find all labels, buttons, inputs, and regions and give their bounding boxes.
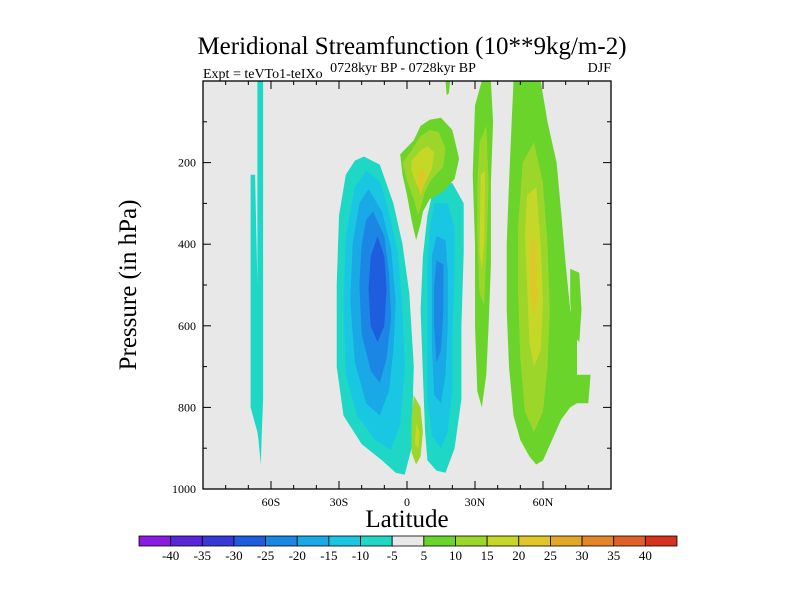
y-tick-label: 400 bbox=[178, 237, 196, 251]
y-tick-label: 600 bbox=[178, 319, 196, 333]
y-tick-label: 200 bbox=[178, 156, 196, 170]
colorbar-swatch bbox=[550, 535, 583, 547]
y-tick-label: 1000 bbox=[172, 482, 196, 496]
colorbar-level-label: -15 bbox=[320, 548, 337, 563]
colorbar-swatch bbox=[170, 535, 203, 547]
contour-top-blip-2 bbox=[445, 81, 451, 96]
colorbar-level-label: 5 bbox=[421, 548, 428, 563]
x-tick-label: 0 bbox=[404, 495, 410, 509]
chart-title: Meridional Streamfunction (10**9kg/m-2) bbox=[197, 33, 626, 60]
experiment-label: Expt = teVTo1-teIXo bbox=[203, 67, 323, 82]
contour-fill-layer bbox=[250, 81, 591, 475]
y-axis-label: Pressure (in hPa) bbox=[115, 200, 142, 371]
colorbar-level-label: 25 bbox=[544, 548, 557, 563]
colorbar-level-label: -25 bbox=[257, 548, 274, 563]
contour-sh-eq-small-pos-core bbox=[414, 423, 420, 449]
contour-band-sh-high-lat bbox=[250, 81, 264, 465]
season-label: DJF bbox=[588, 61, 612, 76]
colorbar-swatch bbox=[423, 535, 456, 547]
y-tick-label: 800 bbox=[178, 400, 196, 414]
x-tick-label: 60S bbox=[262, 495, 281, 509]
colorbar-level-label: -5 bbox=[387, 548, 398, 563]
contour-top-blips bbox=[427, 81, 432, 102]
colorbar-level-label: 20 bbox=[512, 548, 525, 563]
colorbar-swatch bbox=[518, 535, 551, 547]
colorbar-level-label: -35 bbox=[194, 548, 211, 563]
x-tick-label: 30N bbox=[465, 495, 486, 509]
x-tick-label: 60N bbox=[533, 495, 554, 509]
x-tick-label: 30S bbox=[330, 495, 349, 509]
colorbar-swatch bbox=[265, 535, 298, 547]
colorbar-swatch bbox=[391, 535, 425, 547]
colorbar-level-label: -40 bbox=[162, 548, 179, 563]
colorbar-level-label: 10 bbox=[449, 548, 462, 563]
contour-cell-south-core bbox=[368, 236, 387, 343]
colorbar-swatch bbox=[644, 535, 678, 547]
colorbar: -40 -35 -30 -25 -20 -15 -10 -5 5 10 15 20 25 30 35 40 bbox=[138, 535, 678, 563]
colorbar-swatch bbox=[613, 535, 646, 547]
colorbar-swatch bbox=[138, 535, 172, 547]
contour-nh-right-small bbox=[570, 268, 582, 343]
colorbar-level-label: -20 bbox=[289, 548, 306, 563]
contour-upper-tropo-pos-core bbox=[418, 168, 426, 196]
colorbar-level-label: 40 bbox=[639, 548, 652, 563]
tick-layer: 60S 30S 0 30N 60N 200 400 600 800 1000 bbox=[172, 81, 611, 509]
x-axis-label: Latitude bbox=[365, 506, 448, 533]
contour-plume-30n-core bbox=[479, 170, 486, 269]
contour-cell-north-core bbox=[434, 260, 444, 363]
colorbar-level-label: -30 bbox=[225, 548, 242, 563]
colorbar-level-label: 35 bbox=[607, 548, 620, 563]
colorbar-swatch bbox=[328, 535, 361, 547]
colorbar-swatch bbox=[455, 535, 488, 547]
colorbar-swatch bbox=[581, 535, 615, 547]
contour-nh-midlat-pos-core bbox=[530, 236, 538, 318]
colorbar-level-label: -10 bbox=[352, 548, 369, 563]
plot-area: 60S 30S 0 30N 60N 200 400 600 800 1000 bbox=[172, 80, 612, 509]
colorbar-swatch bbox=[360, 535, 393, 547]
colorbar-swatch bbox=[296, 535, 330, 547]
colorbar-swatch bbox=[233, 535, 266, 547]
period-label: 0728kyr BP - 0728kyr BP bbox=[330, 61, 476, 76]
colorbar-level-label: 15 bbox=[481, 548, 494, 563]
colorbar-swatch bbox=[201, 535, 235, 547]
colorbar-swatch bbox=[486, 535, 520, 547]
colorbar-level-label: 30 bbox=[576, 548, 589, 563]
